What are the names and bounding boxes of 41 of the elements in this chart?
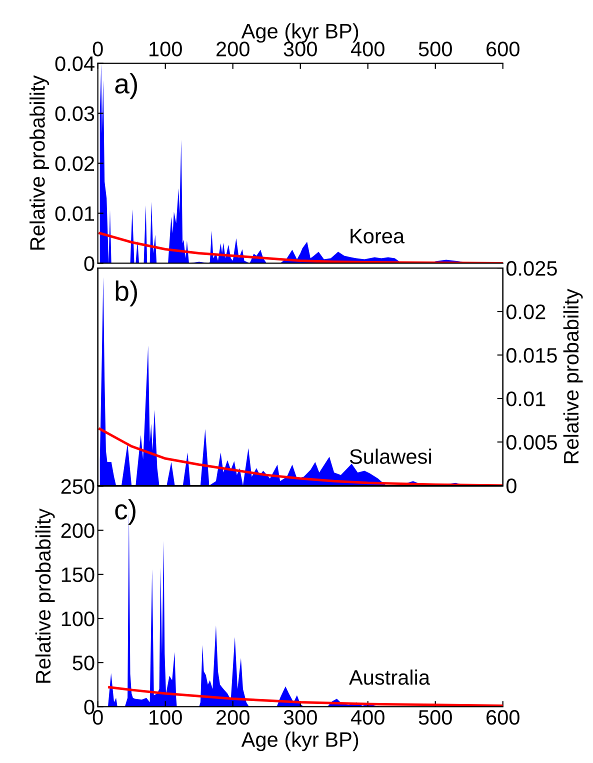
y2-tick-label: 0.005 bbox=[506, 435, 557, 450]
x-tick-label: 500 bbox=[418, 42, 452, 56]
y-tick-label: 200 bbox=[61, 523, 94, 538]
annotation: Sulawesi bbox=[350, 448, 431, 464]
annotation: b) bbox=[116, 280, 138, 306]
y-tick-label: 100 bbox=[62, 611, 94, 626]
annotation: a) bbox=[115, 73, 138, 100]
x-tick-label: 300 bbox=[284, 710, 317, 725]
x-tick-label: 100 bbox=[150, 42, 182, 56]
x-tick-label: 400 bbox=[350, 42, 384, 56]
y-tick-label: 0.03 bbox=[55, 106, 94, 122]
y2-tick-label: 0.02 bbox=[506, 304, 546, 320]
y2-axis-title: Relative probability bbox=[563, 288, 583, 464]
x-tick-label: 600 bbox=[486, 710, 520, 725]
annotation: Korea bbox=[350, 228, 405, 244]
y-tick-label: 0.01 bbox=[55, 206, 94, 222]
line-series bbox=[108, 686, 503, 707]
y-tick-label: 0.02 bbox=[55, 156, 94, 172]
annotation: c) bbox=[115, 499, 136, 526]
x-tick-label: 200 bbox=[216, 710, 250, 725]
x-tick-label: 500 bbox=[418, 710, 452, 725]
x-tick-label: 300 bbox=[284, 42, 317, 56]
y-tick-label: 150 bbox=[62, 567, 94, 582]
y2-tick-label: 0.015 bbox=[506, 348, 557, 363]
y-tick-label: 50 bbox=[72, 656, 94, 670]
y-axis-title: Relative probability bbox=[30, 75, 49, 250]
y-tick-label: 0 bbox=[84, 700, 94, 714]
y2-tick-label: 0 bbox=[506, 478, 516, 494]
y2-tick-label: 0.025 bbox=[506, 261, 557, 276]
x-tick-label: 200 bbox=[216, 42, 250, 56]
y-tick-label: 250 bbox=[61, 479, 94, 494]
x-axis-title: Age (kyr BP) bbox=[241, 23, 358, 43]
annotation: Australia bbox=[349, 670, 430, 685]
x-tick-label: 400 bbox=[350, 710, 384, 725]
y-axis-title: Relative probability bbox=[35, 508, 55, 683]
y2-tick-label: 0.01 bbox=[506, 392, 546, 406]
x-tick-label: 100 bbox=[150, 710, 182, 725]
y-tick-label: 0.04 bbox=[55, 56, 94, 72]
x-axis-title: Age (kyr BP) bbox=[241, 732, 358, 752]
y-tick-label: 0 bbox=[84, 256, 94, 271]
x-tick-label: 600 bbox=[486, 42, 520, 56]
